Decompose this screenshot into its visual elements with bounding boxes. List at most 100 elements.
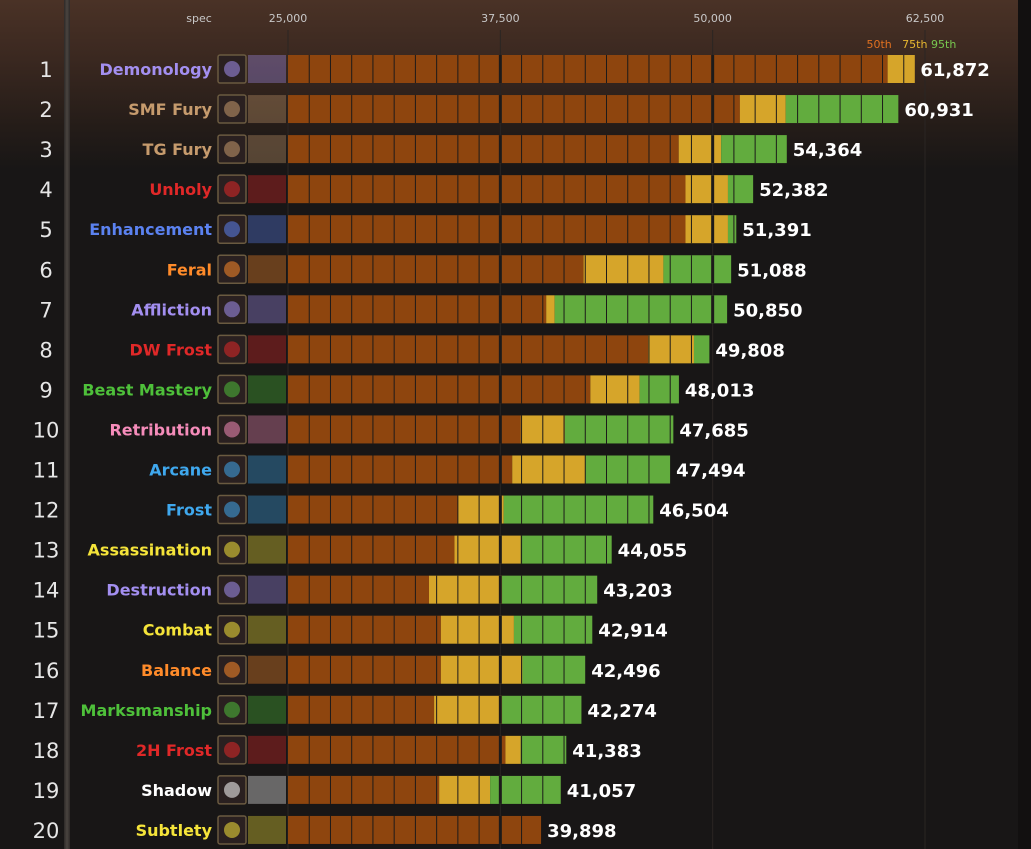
bar-segment-95th [564,415,674,444]
rank-number: 15 [33,619,60,643]
spec-name: Marksmanship [81,701,212,720]
bar-segment-75th [440,615,514,644]
bar-segment-95th [727,175,754,204]
spec-name: Affliction [131,300,212,319]
bar-value-label: 52,382 [759,180,828,201]
rank-number: 10 [33,418,60,442]
spec-name: Frost [166,501,212,520]
bar-segment-75th [454,535,521,564]
spec-name: 2H Frost [136,741,212,760]
destruction-icon-glyph [224,581,240,598]
rank-number: 2 [39,98,52,122]
bar-segment-50th [288,455,513,484]
spec-name: SMF Fury [128,100,212,119]
bar-segment-75th [648,335,694,364]
spec-column-header: spec [186,12,212,25]
x-tick-label: 37,500 [481,12,520,25]
bar-value-label: 46,504 [659,501,728,522]
bar-segment-95th [639,375,679,404]
rank-number: 17 [33,699,60,723]
bar-value-label: 39,898 [547,821,616,842]
bar-segment-50th [288,615,441,644]
bar-value-label: 44,055 [618,541,687,562]
x-tick-label: 25,000 [269,12,308,25]
bar-segment-75th [685,215,728,244]
spec-name: Destruction [106,581,212,600]
tg-fury-icon-glyph [224,141,240,158]
bar-value-label: 42,496 [591,661,660,682]
bar-segment-95th [522,655,586,684]
spec-name: Beast Mastery [82,380,212,399]
spec-name: Arcane [149,461,212,480]
class-color-swatch [248,95,286,124]
bar-segment-50th [288,215,686,244]
bar-segment-50th [288,335,649,364]
smf-fury-icon-glyph [224,101,240,118]
bar-segment-75th [428,575,503,604]
bar-segment-50th [288,175,686,204]
class-color-swatch [248,255,286,284]
bar-segment-95th [721,135,787,164]
rank-number: 12 [33,499,60,523]
bar-segment-75th [887,55,915,83]
spec-name: Unholy [149,180,212,199]
class-color-swatch [248,575,286,604]
enhancement-icon-glyph [224,221,240,238]
spec-name: Enhancement [89,220,212,239]
bar-segment-50th [288,735,506,764]
balance-icon-glyph [224,661,240,678]
subtlety-icon-glyph [224,821,240,838]
bar-value-label: 42,914 [598,621,667,642]
bar-value-label: 51,391 [742,220,811,241]
marksmanship-icon-glyph [224,701,240,718]
bar-segment-75th [440,655,523,684]
bar-segment-75th [434,695,503,724]
bar-value-label: 48,013 [685,380,754,401]
class-color-swatch [248,615,286,644]
x-tick-label: 50,000 [693,12,732,25]
bar-segment-95th [785,95,899,124]
class-color-swatch [248,815,286,844]
left-frame-border [64,0,70,849]
class-color-swatch [248,295,286,324]
class-color-swatch [248,535,286,564]
rank-number: 20 [33,819,60,843]
class-color-swatch [248,135,286,164]
spec-name: Subtlety [136,821,213,840]
class-color-swatch [248,775,286,804]
bar-value-label: 54,364 [793,140,862,161]
class-color-swatch [248,695,286,724]
spec-name: Combat [143,621,213,640]
rank-number: 9 [39,378,52,402]
retribution-icon-glyph [224,421,240,438]
2h-frost-icon-glyph [224,741,240,758]
assassination-icon-glyph [224,541,240,558]
bar-segment-50th [288,135,679,164]
bar-segment-95th [693,335,710,364]
bar-value-label: 41,057 [567,781,636,802]
class-color-swatch [248,375,286,404]
right-frame-border [1018,0,1031,849]
rank-number: 7 [39,298,52,322]
class-color-swatch [248,455,286,484]
percentile-label: 75th [902,38,927,51]
bar-value-label: 42,274 [587,701,656,722]
affliction-icon-glyph [224,301,240,318]
class-color-swatch [248,175,286,204]
bar-segment-50th [288,375,591,404]
rank-number: 6 [39,258,52,282]
bar-segment-75th [583,255,664,284]
bar-value-label: 51,088 [737,260,806,281]
bar-segment-50th [288,815,542,844]
combat-icon-glyph [224,621,240,638]
rank-number: 16 [33,659,60,683]
feral-icon-glyph [224,261,240,278]
rank-number: 18 [33,739,60,763]
bar-segment-75th [505,735,521,764]
dw-frost-icon-glyph [224,341,240,358]
demonology-icon-glyph [224,61,240,77]
bar-segment-75th [590,375,640,404]
rank-number: 14 [33,579,60,603]
